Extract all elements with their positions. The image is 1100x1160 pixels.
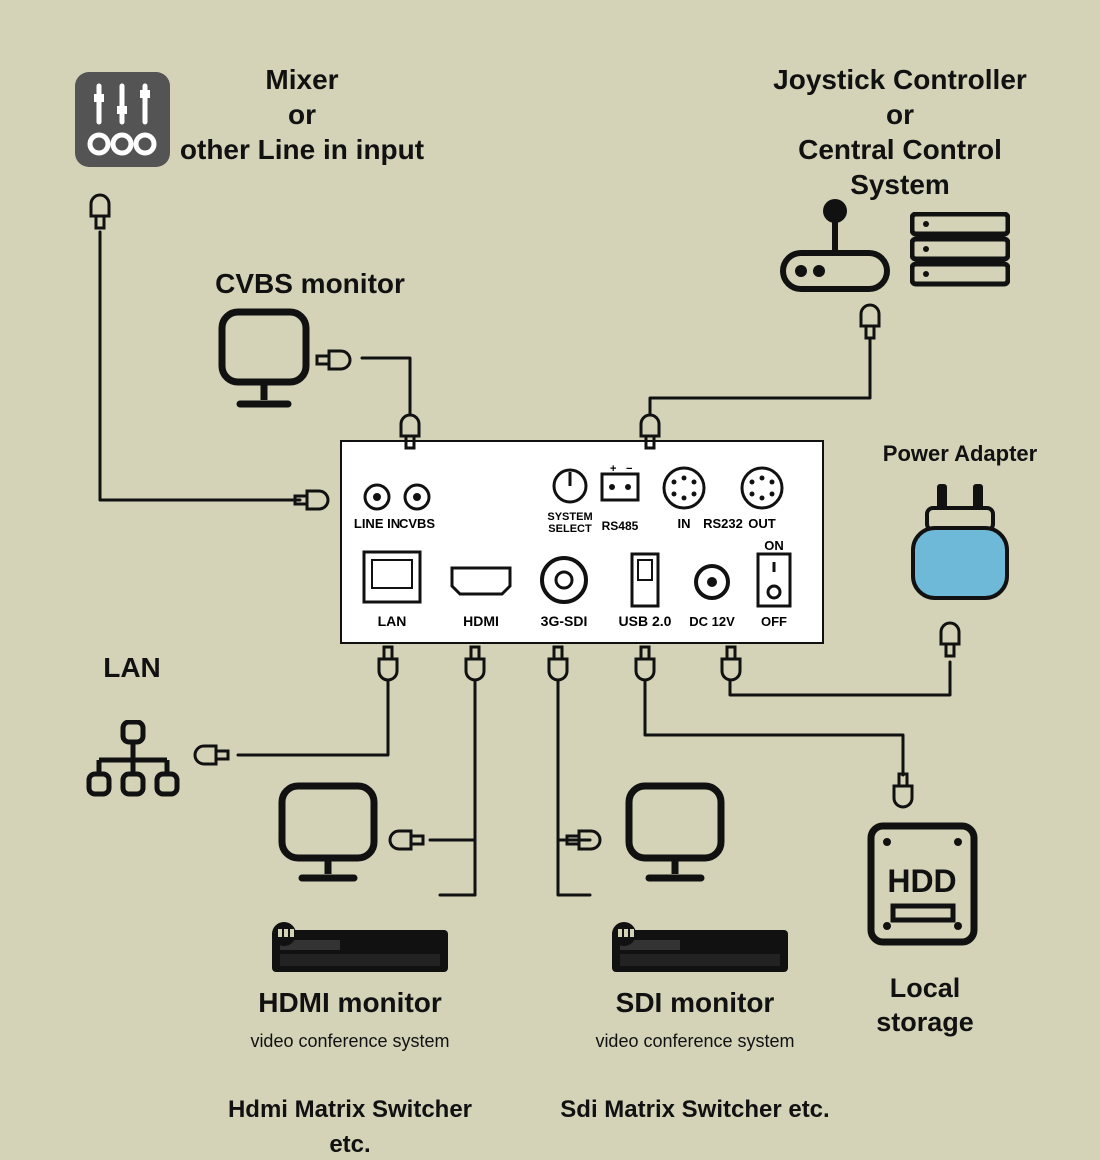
plug-usb [630, 645, 660, 685]
plug-lan [373, 645, 403, 685]
mixer-icon [75, 72, 170, 167]
svg-text:SELECT: SELECT [548, 523, 592, 535]
svg-text:−: − [626, 463, 632, 475]
svg-text:OFF: OFF [761, 614, 787, 629]
svg-text:CVBS: CVBS [399, 516, 435, 531]
mixer-line1: Mixer [265, 64, 338, 95]
hdmi-title: HDMI monitor [258, 987, 442, 1018]
hdmi-sub1: video conference system [250, 1031, 449, 1051]
plug-hdd [888, 772, 918, 812]
joystick-line2: or [886, 99, 914, 130]
lan-network-icon [85, 720, 180, 800]
svg-text:HDD: HDD [887, 863, 956, 899]
joystick-label: Joystick Controller or Central Control S… [745, 62, 1055, 202]
joystick-icon [775, 195, 895, 295]
joystick-line3: Central Control System [798, 134, 1002, 200]
joystick-line1: Joystick Controller [773, 64, 1027, 95]
hdd-icon: HDD [865, 820, 980, 948]
svg-text:HDMI: HDMI [463, 613, 499, 629]
plug-lan-end [190, 740, 230, 770]
svg-text:3G-SDI: 3G-SDI [541, 613, 588, 629]
plug-sdi-mon [565, 825, 605, 855]
sdi-sub2: Sdi Matrix Switcher etc. [560, 1096, 829, 1123]
cvbs-label: CVBS monitor [200, 266, 420, 301]
plug-joystick [855, 300, 885, 340]
mixer-label: Mixer or other Line in input [172, 62, 432, 167]
sdi-label: SDI monitor video conference system Sdi … [555, 985, 835, 1125]
svg-text:IN: IN [678, 516, 691, 531]
server-icon [910, 212, 1010, 287]
svg-text:RS232: RS232 [703, 516, 743, 531]
lan-label: LAN [92, 650, 172, 685]
hdmi-sub2: Hdmi Matrix Switcher etc. [228, 1096, 472, 1158]
svg-text:LAN: LAN [378, 613, 407, 629]
plug-line-in [293, 485, 333, 515]
device-back-panel: +− LINE IN CVBS SYSTEM SELECT RS485 IN R… [340, 440, 824, 644]
mixer-line2: or [288, 99, 316, 130]
cvbs-monitor-icon [218, 308, 310, 413]
sdi-switcher-icon [610, 920, 790, 975]
svg-text:RS485: RS485 [602, 519, 639, 533]
plug-cvbs-out [315, 345, 355, 375]
plug-hdmi-mon [385, 825, 425, 855]
svg-text:DC 12V: DC 12V [689, 614, 735, 629]
sdi-title: SDI monitor [616, 987, 775, 1018]
plug-cvbs-in [395, 410, 425, 450]
plug-dc12v [716, 645, 746, 685]
svg-text:+: + [610, 463, 616, 475]
plug-power [935, 618, 965, 658]
mixer-line3: other Line in input [180, 134, 424, 165]
svg-text:SYSTEM: SYSTEM [547, 511, 592, 523]
svg-text:LINE IN: LINE IN [354, 516, 400, 531]
power-adapter-icon [905, 478, 1015, 608]
svg-text:ON: ON [764, 538, 784, 553]
hdmi-switcher-icon [270, 920, 450, 975]
plug-mixer [85, 190, 115, 230]
sdi-monitor-icon [625, 782, 725, 887]
plug-rs232-in [635, 410, 665, 450]
svg-text:OUT: OUT [748, 516, 776, 531]
power-label: Power Adapter [870, 440, 1050, 468]
hdmi-monitor-icon [278, 782, 378, 887]
hdmi-label: HDMI monitor video conference system Hdm… [210, 985, 490, 1160]
plug-sdi [543, 645, 573, 685]
svg-text:USB 2.0: USB 2.0 [619, 613, 672, 629]
plug-hdmi [460, 645, 490, 685]
sdi-sub1: video conference system [595, 1031, 794, 1051]
storage-label: Local storage [840, 972, 1010, 1040]
